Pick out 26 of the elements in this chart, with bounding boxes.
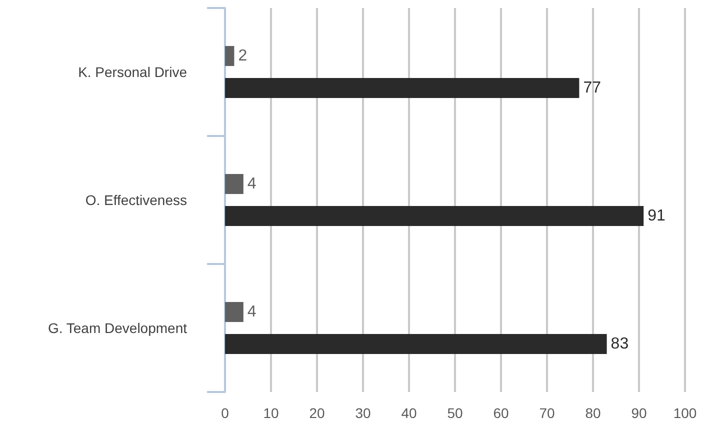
bar (225, 46, 234, 66)
x-tick-label: 100 (673, 405, 697, 421)
bar (225, 174, 244, 194)
data-label: 91 (648, 208, 666, 224)
bar (225, 334, 607, 354)
x-tick-label: 30 (355, 405, 371, 421)
x-tick-label: 90 (631, 405, 647, 421)
x-tick-label: 50 (447, 405, 463, 421)
data-label: 83 (610, 336, 629, 352)
x-tick-label: 70 (539, 405, 555, 421)
y-tick-label: K. Personal Drive (78, 64, 188, 80)
y-tick-label: O. Effectiveness (85, 192, 187, 208)
x-tick-label: 80 (585, 405, 601, 421)
y-tick-label: G. Team Development (48, 320, 188, 336)
x-tick-label: 20 (309, 405, 325, 421)
data-label: 4 (247, 304, 256, 320)
x-tick-label: 60 (493, 405, 509, 421)
x-tick-label: 0 (221, 405, 230, 421)
x-tick-label: 10 (263, 405, 279, 421)
bar (225, 78, 580, 98)
data-label: 4 (247, 176, 256, 192)
x-tick-label: 40 (401, 405, 417, 421)
data-label: 2 (238, 48, 248, 64)
bar (225, 302, 244, 322)
data-label: 77 (583, 80, 602, 96)
bar (225, 206, 644, 226)
